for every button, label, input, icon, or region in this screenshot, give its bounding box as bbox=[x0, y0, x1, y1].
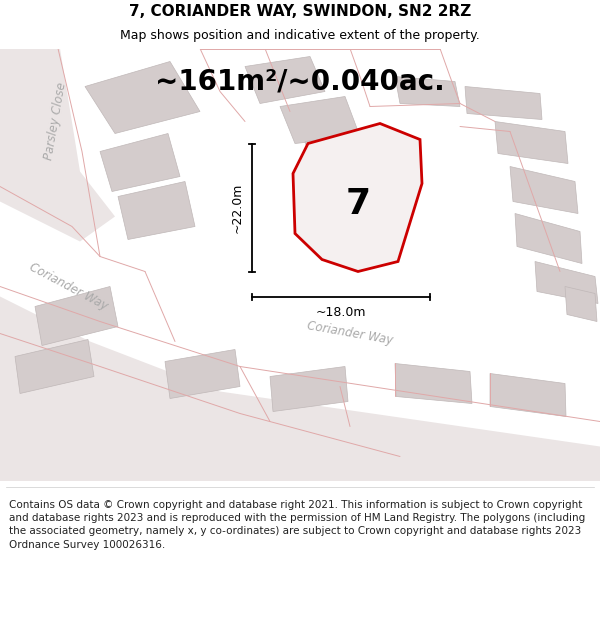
Text: 7: 7 bbox=[346, 186, 371, 221]
Polygon shape bbox=[35, 286, 118, 346]
Polygon shape bbox=[535, 261, 598, 304]
Text: ~22.0m: ~22.0m bbox=[231, 182, 244, 232]
Polygon shape bbox=[165, 349, 240, 399]
Polygon shape bbox=[395, 364, 472, 404]
Polygon shape bbox=[270, 366, 348, 411]
Polygon shape bbox=[15, 339, 94, 394]
Polygon shape bbox=[510, 166, 578, 214]
Polygon shape bbox=[85, 61, 200, 134]
Text: ~18.0m: ~18.0m bbox=[316, 306, 366, 319]
Polygon shape bbox=[515, 214, 582, 264]
Text: Parsley Close: Parsley Close bbox=[42, 82, 68, 161]
Polygon shape bbox=[490, 374, 566, 416]
Polygon shape bbox=[305, 134, 385, 189]
Polygon shape bbox=[0, 49, 115, 241]
Polygon shape bbox=[293, 124, 422, 271]
Text: 7, CORIANDER WAY, SWINDON, SN2 2RZ: 7, CORIANDER WAY, SWINDON, SN2 2RZ bbox=[129, 4, 471, 19]
Text: Coriander Way: Coriander Way bbox=[306, 319, 394, 348]
Polygon shape bbox=[245, 56, 325, 104]
Polygon shape bbox=[395, 76, 460, 106]
Polygon shape bbox=[465, 86, 542, 119]
Polygon shape bbox=[495, 121, 568, 164]
Text: ~161m²/~0.040ac.: ~161m²/~0.040ac. bbox=[155, 68, 445, 96]
Text: Coriander Way: Coriander Way bbox=[26, 261, 109, 312]
Polygon shape bbox=[565, 286, 597, 321]
Polygon shape bbox=[0, 296, 600, 481]
Polygon shape bbox=[118, 181, 195, 239]
Text: Map shows position and indicative extent of the property.: Map shows position and indicative extent… bbox=[120, 29, 480, 42]
Polygon shape bbox=[280, 96, 360, 144]
Polygon shape bbox=[100, 134, 180, 191]
Text: Contains OS data © Crown copyright and database right 2021. This information is : Contains OS data © Crown copyright and d… bbox=[9, 500, 585, 549]
